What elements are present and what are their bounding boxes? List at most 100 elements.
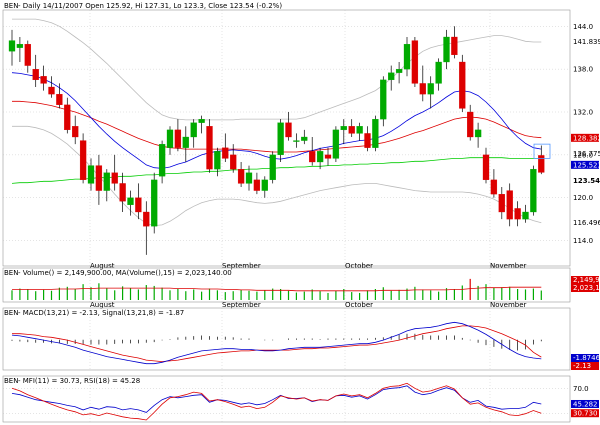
candle-body	[467, 111, 474, 138]
macd-symbol: BEN	[4, 309, 18, 317]
candle-body	[119, 183, 126, 202]
price-month-label: September	[222, 262, 261, 270]
candle-body	[24, 43, 31, 66]
candle-body	[482, 154, 490, 181]
mfi-value-bg	[571, 409, 599, 418]
price-panel: BEN - Daily 14/11/2007 Open 125.92, Hi 1…	[2, 2, 600, 270]
chart-symbol: BEN	[4, 2, 18, 10]
price-tick-label: 144.0	[573, 23, 593, 31]
rsi-value-bg	[571, 399, 599, 408]
ma-red-line	[12, 100, 542, 153]
macd-line	[11, 321, 542, 365]
close-value-label: 123.54	[573, 177, 600, 185]
candle-body	[356, 126, 363, 134]
candle-body	[427, 83, 434, 95]
candle-body	[538, 155, 545, 173]
macd-value-bg	[571, 362, 599, 370]
ma-blue-value-label: 126.775	[573, 150, 600, 158]
candle-body	[79, 140, 87, 181]
candle-body	[151, 179, 158, 227]
ma-red-value-label-bg	[571, 133, 599, 142]
candle-body	[380, 79, 387, 120]
mfi-70-label: 70.0	[573, 385, 589, 393]
candle-body	[143, 211, 150, 227]
candle-body	[269, 154, 276, 181]
candle-body	[411, 40, 419, 84]
volume-panel-frame	[2, 267, 571, 303]
ma-blue-line	[11, 72, 542, 169]
price-tick-label: 132.0	[573, 109, 593, 117]
macd-value-label: -2.13	[573, 362, 591, 370]
candle-body	[324, 154, 332, 159]
volume-ma-line	[12, 286, 542, 292]
candle-body	[158, 143, 166, 177]
candle-body	[490, 179, 498, 195]
candle-body	[459, 61, 466, 109]
candle-body	[206, 126, 213, 170]
candle-body	[64, 104, 71, 131]
mfi-label: - MFI(11) = 30.73, RSI(18) = 45.28	[18, 377, 140, 385]
candle-body	[40, 76, 47, 84]
candle-body	[403, 43, 411, 70]
mfi-symbol: BEN	[4, 377, 18, 385]
price-month-label: November	[490, 262, 527, 270]
candle-body	[514, 208, 521, 220]
mfi-panel-frame	[2, 375, 571, 423]
candle-body	[8, 40, 16, 52]
price-tick-label: 138.0	[573, 66, 593, 74]
highlight-box	[533, 143, 551, 159]
candle-body	[245, 172, 253, 184]
candle-body	[87, 165, 95, 184]
price-tick-label: 114.0	[573, 237, 593, 245]
candle-body	[277, 122, 284, 156]
candle-body	[395, 68, 403, 73]
candle-body	[522, 211, 529, 220]
candle-body	[56, 93, 63, 106]
candle-body	[435, 61, 442, 84]
candle-body	[253, 179, 261, 191]
candle-body	[451, 36, 458, 56]
signal-value-bg	[571, 354, 599, 362]
candle-body	[198, 118, 205, 123]
volume-label: - Volume() = 2,149,900.00, MA(Volume(),1…	[18, 269, 232, 277]
candle-body	[261, 179, 268, 191]
candle-body	[166, 129, 174, 148]
mfi-line	[11, 382, 542, 421]
candle-body	[309, 151, 316, 163]
volume-symbol: BEN	[4, 269, 18, 277]
volume-month-label: September	[222, 301, 261, 309]
ma-long-term-value-label: 125.523	[573, 161, 600, 169]
mfi-rsi-panel: BEN - MFI(11) = 30.73, RSI(18) = 45.28 7…	[2, 375, 599, 423]
candle-body	[285, 122, 292, 138]
volume-value-bg	[571, 276, 599, 284]
rsi-line	[11, 385, 542, 413]
rsi-value-label: 45.282	[573, 400, 598, 408]
volume-panel: BEN - Volume() = 2,149,900.00, MA(Volume…	[2, 267, 600, 309]
candle-body	[316, 151, 324, 163]
chart-header-info: - Daily 14/11/2007 Open 125.92, Hi 127.3…	[18, 2, 282, 10]
band-lower-label: 116.496	[573, 219, 600, 227]
signal-value-label: -1.87464	[573, 354, 600, 362]
candle-body	[190, 122, 197, 138]
candle-body	[72, 126, 79, 138]
candle-body	[530, 168, 537, 213]
volume-value-label: 2,149,900	[573, 276, 600, 284]
candle-body	[419, 83, 426, 95]
macd-panel-frame	[2, 307, 571, 371]
candle-body	[364, 133, 371, 148]
price-panel-frame	[2, 9, 571, 267]
candle-body	[443, 36, 450, 63]
candle-body	[301, 136, 308, 141]
candle-body	[474, 129, 482, 138]
candle-body	[48, 86, 55, 95]
candle-body	[111, 172, 118, 184]
candle-body	[214, 151, 221, 170]
ma-red-value-label: 128.382	[573, 134, 600, 142]
volume-ma-value-bg	[571, 284, 599, 292]
candle-body	[222, 147, 229, 159]
candle-body	[16, 43, 24, 48]
candle-body	[388, 72, 395, 81]
candle-body	[237, 168, 245, 184]
candle-body	[332, 129, 340, 159]
